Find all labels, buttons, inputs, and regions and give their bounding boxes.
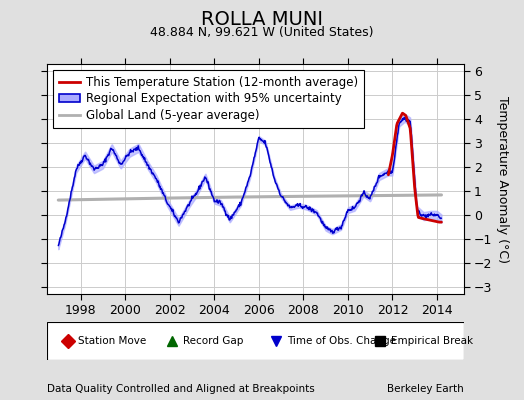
Text: Record Gap: Record Gap [182,336,243,346]
Text: Time of Obs. Change: Time of Obs. Change [287,336,396,346]
Text: Empirical Break: Empirical Break [391,336,473,346]
Text: ROLLA MUNI: ROLLA MUNI [201,10,323,29]
Legend: This Temperature Station (12-month average), Regional Expectation with 95% uncer: This Temperature Station (12-month avera… [53,70,364,128]
Text: Station Move: Station Move [79,336,147,346]
Text: 48.884 N, 99.621 W (United States): 48.884 N, 99.621 W (United States) [150,26,374,39]
Text: Berkeley Earth: Berkeley Earth [387,384,464,394]
Text: Data Quality Controlled and Aligned at Breakpoints: Data Quality Controlled and Aligned at B… [47,384,315,394]
Y-axis label: Temperature Anomaly (°C): Temperature Anomaly (°C) [496,96,509,262]
FancyBboxPatch shape [47,322,464,360]
